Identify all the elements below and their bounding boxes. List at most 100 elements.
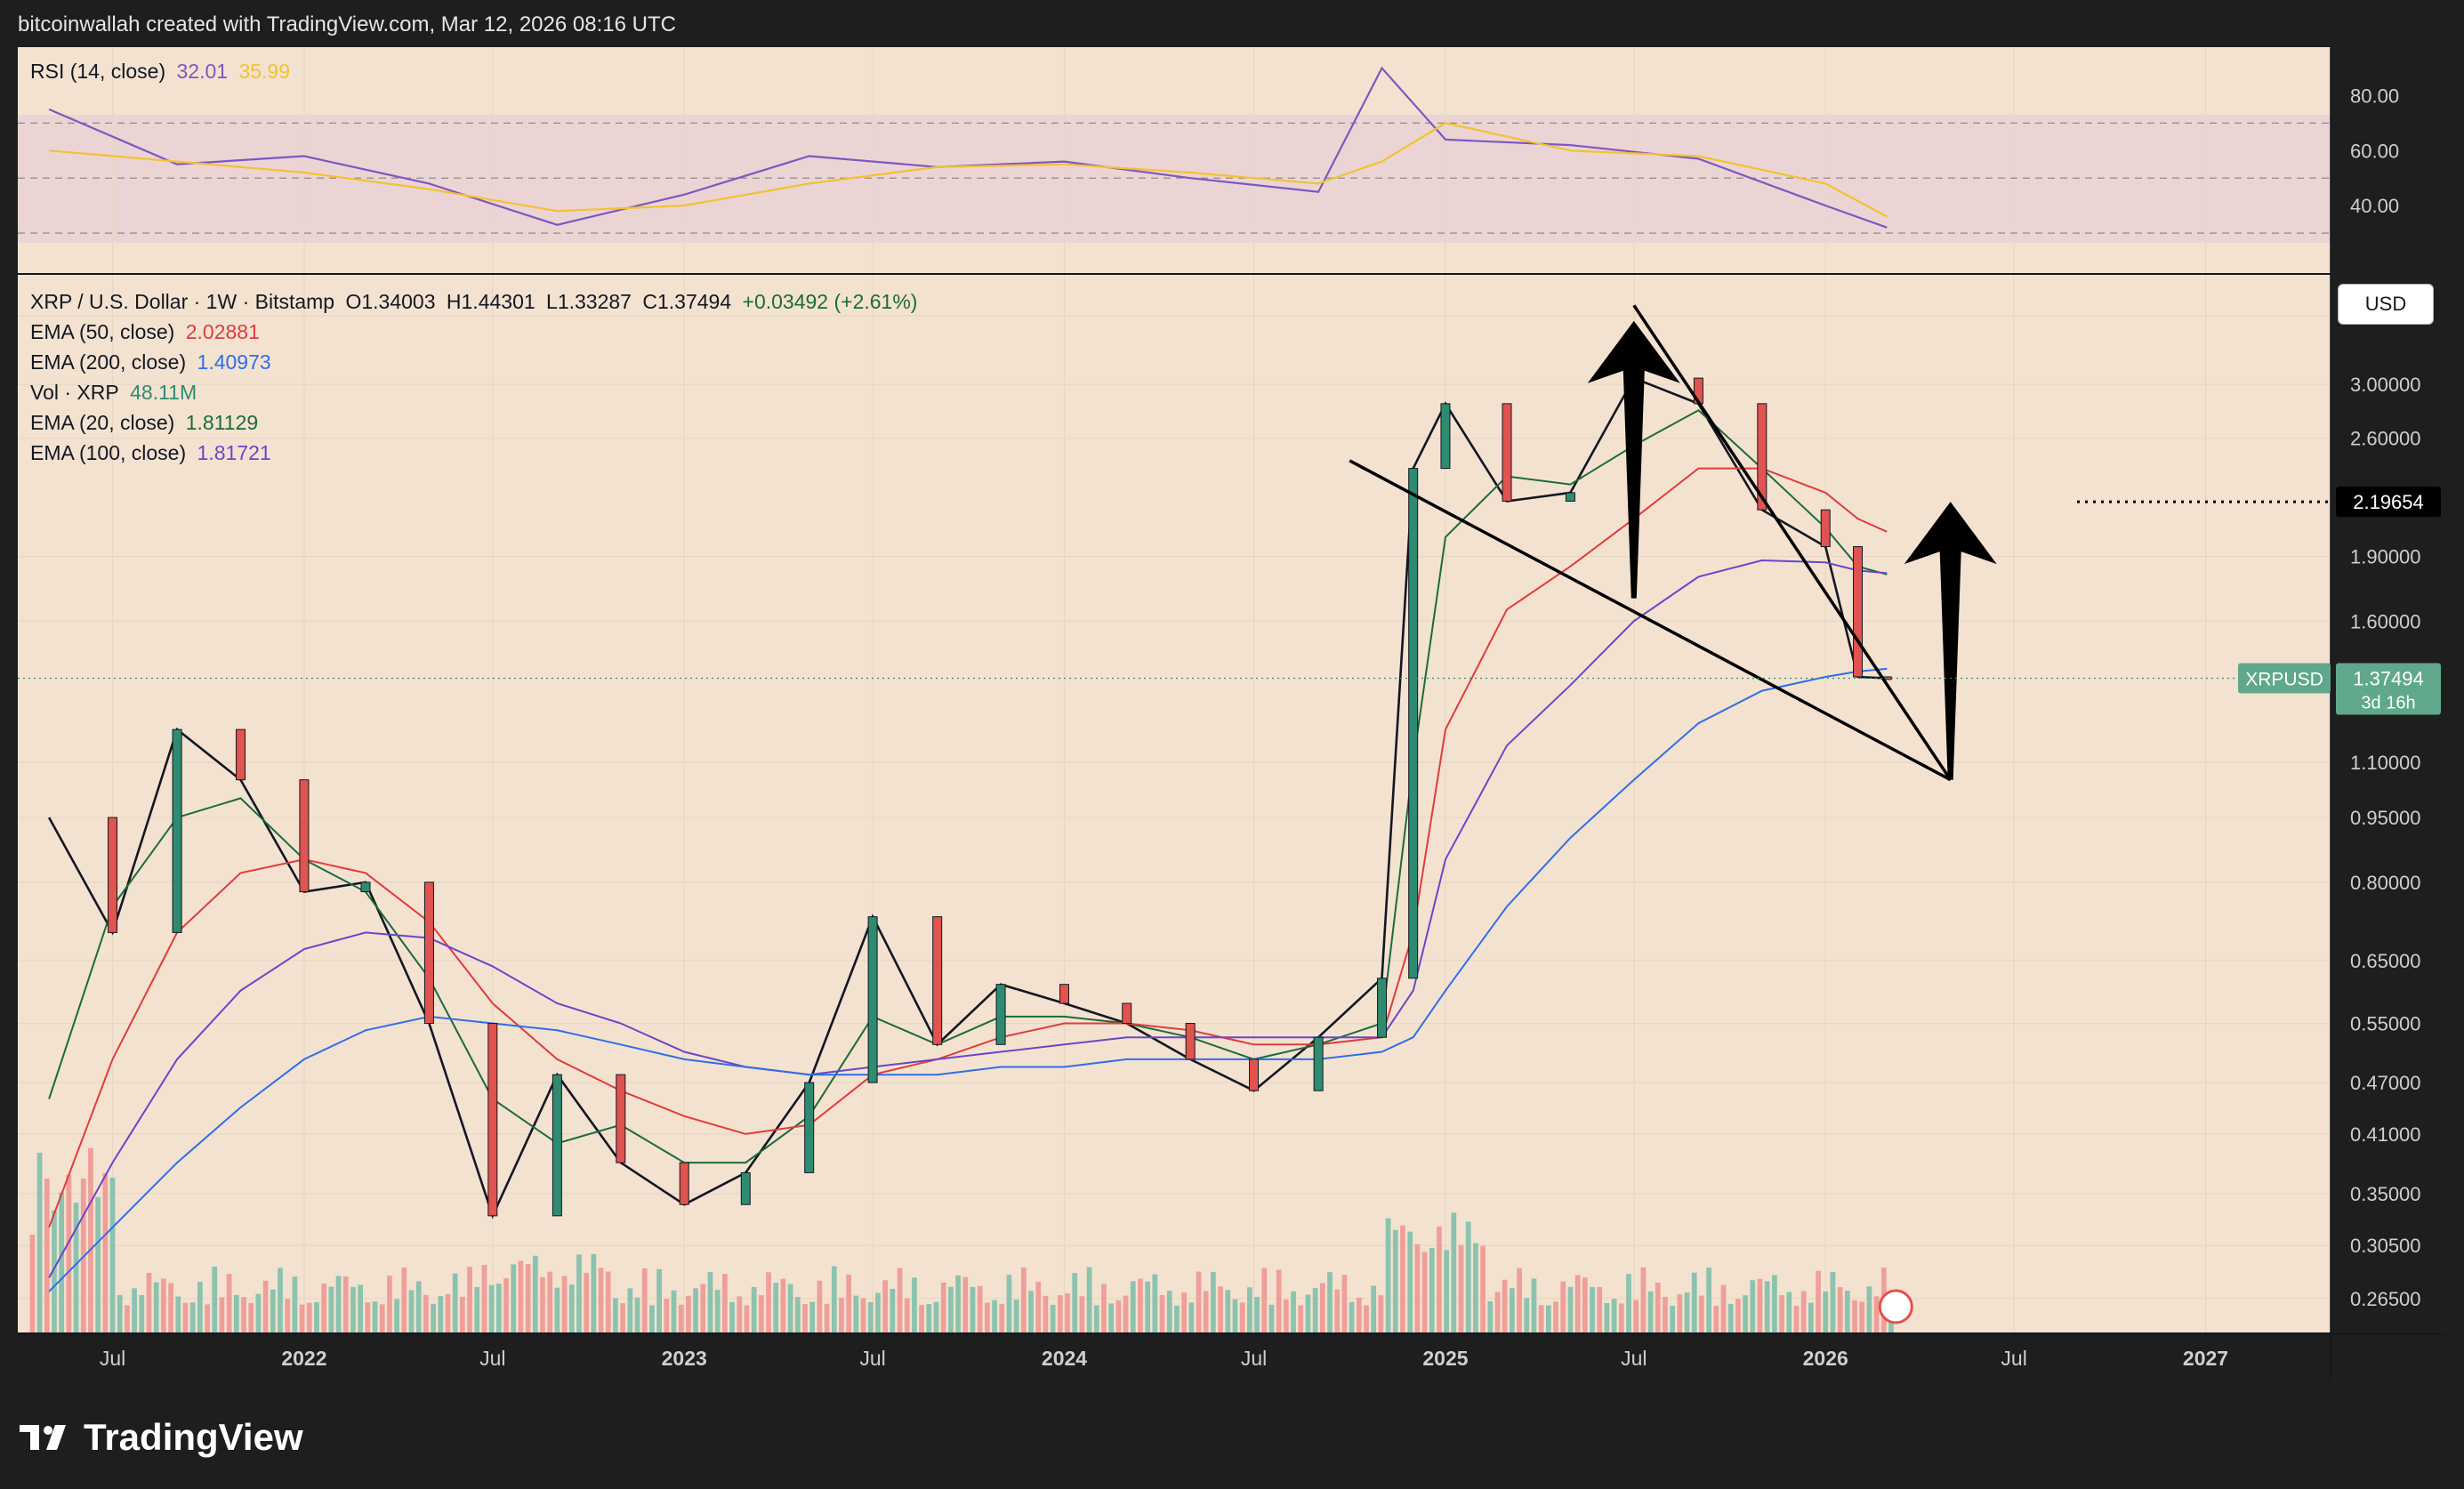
- volume-bar: [29, 1235, 36, 1332]
- volume-bar: [678, 1304, 684, 1332]
- volume-bars: [29, 1147, 1894, 1332]
- volume-bar: [1830, 1272, 1836, 1332]
- volume-bar: [1421, 1252, 1428, 1332]
- volume-bar: [729, 1301, 735, 1332]
- volume-bar: [1480, 1245, 1486, 1332]
- volume-bar: [1494, 1292, 1501, 1332]
- tradingview-logo[interactable]: TradingView: [20, 1416, 303, 1459]
- candle: [1122, 1002, 1132, 1025]
- volume-bar: [1655, 1282, 1661, 1332]
- candle: [740, 1171, 751, 1205]
- volume-bar: [875, 1292, 881, 1332]
- volume-bar: [1006, 1275, 1012, 1332]
- volume-bar: [744, 1305, 750, 1332]
- volume-bar: [1065, 1292, 1070, 1332]
- price-tick-label: 0.41000: [2350, 1123, 2421, 1146]
- trendline-upper: [1632, 304, 1953, 781]
- volume-bar: [168, 1283, 173, 1332]
- volume-bar: [890, 1288, 896, 1332]
- volume-bar: [1020, 1267, 1027, 1332]
- volume-bar: [80, 1178, 86, 1332]
- price-tick-label: 0.35000: [2350, 1183, 2421, 1205]
- volume-bar: [1473, 1243, 1478, 1332]
- rsi-line: [48, 66, 1888, 229]
- volume-bar: [73, 1203, 79, 1332]
- volume-bar: [1837, 1287, 1843, 1332]
- volume-bar: [518, 1260, 524, 1332]
- volume-bar: [1356, 1297, 1362, 1332]
- volume-bar: [737, 1296, 743, 1332]
- volume-bar: [1691, 1272, 1697, 1332]
- axis-labels: Jul 2022 Jul 2023 Jul 2024 Jul 2025 Jul 2026 Jul 20…: [100, 85, 2441, 1370]
- candle: [1820, 509, 1831, 548]
- volume-bar: [532, 1255, 538, 1332]
- volume-bar: [44, 1178, 50, 1332]
- low-value: L1.33287: [546, 290, 632, 313]
- volume-bar: [809, 1301, 816, 1332]
- volume-bar: [459, 1296, 465, 1332]
- chart-svg[interactable]: Jul 2022 Jul 2023 Jul 2024 Jul 2025 Jul 2026 Jul 20…: [18, 47, 2446, 1381]
- volume-bar: [846, 1274, 852, 1332]
- volume-bar: [1618, 1303, 1624, 1332]
- volume-bar: [1268, 1304, 1275, 1332]
- volume-bar: [1437, 1226, 1442, 1332]
- volume-bar: [467, 1267, 472, 1332]
- rsi-label: RSI (14, close): [30, 60, 166, 83]
- rsi-tick-label: 60.00: [2350, 140, 2399, 162]
- volume-bar: [379, 1304, 385, 1332]
- chart-area[interactable]: Jul 2022 Jul 2023 Jul 2024 Jul 2025 Jul 2026 Jul 20…: [18, 47, 2446, 1381]
- price-tick-label: 1.10000: [2350, 752, 2421, 774]
- volume-bar: [270, 1289, 276, 1332]
- volume-bar: [707, 1272, 713, 1332]
- volume-bar: [306, 1302, 312, 1332]
- volume-bar: [576, 1254, 582, 1332]
- candle: [679, 1162, 689, 1205]
- volume-bar: [1145, 1281, 1151, 1332]
- price-tick-label: 1.90000: [2350, 546, 2421, 568]
- candle: [867, 916, 878, 1083]
- volume-bar: [1232, 1299, 1238, 1332]
- volume-bar: [59, 1192, 65, 1332]
- symbol-line: XRP / U.S. Dollar · 1W · Bitstamp: [30, 290, 335, 313]
- volume-bar: [940, 1282, 946, 1332]
- price-tick-label: 3.00000: [2350, 374, 2421, 396]
- volume-bar: [1159, 1294, 1165, 1332]
- volume-bar: [766, 1272, 771, 1332]
- volume-bar: [1028, 1291, 1034, 1332]
- volume-bar: [1093, 1305, 1099, 1332]
- volume-bar: [1823, 1291, 1829, 1332]
- rsi-ma-line: [49, 122, 1888, 218]
- ema20-value: 1.81129: [185, 411, 259, 434]
- volume-bar: [1188, 1302, 1195, 1332]
- currency-button[interactable]: USD: [2338, 284, 2434, 325]
- volume-bar: [693, 1288, 698, 1332]
- volume-bar: [1553, 1301, 1558, 1332]
- volume-bar: [904, 1298, 910, 1332]
- volume-bar: [438, 1296, 444, 1332]
- ema100-value: 1.81721: [197, 441, 271, 464]
- volume-bar: [824, 1303, 830, 1332]
- volume-bar: [1203, 1291, 1209, 1332]
- symbol-tag: [2238, 663, 2331, 694]
- volume-bar: [1349, 1301, 1355, 1332]
- volume-bar: [285, 1299, 291, 1332]
- candle: [616, 1074, 626, 1163]
- candle: [108, 817, 118, 933]
- volume-bar: [401, 1268, 407, 1332]
- volume-bar: [860, 1298, 866, 1332]
- volume-bar: [1772, 1275, 1777, 1332]
- volume-bar: [1757, 1278, 1763, 1332]
- volume-bar: [721, 1274, 728, 1332]
- volume-bar: [423, 1294, 429, 1332]
- volume-bar: [278, 1268, 283, 1332]
- volume-bar: [1211, 1271, 1216, 1332]
- candle: [1440, 403, 1451, 470]
- ema200-legend: EMA (200, close) 1.40973: [30, 350, 277, 374]
- volume-bar: [1582, 1277, 1588, 1332]
- candle: [236, 728, 246, 781]
- volume-bar: [335, 1276, 342, 1332]
- volume-bar: [1334, 1289, 1341, 1332]
- volume-bar: [488, 1284, 495, 1332]
- rsi-value: 32.01: [176, 60, 229, 83]
- volume-bar: [66, 1174, 72, 1332]
